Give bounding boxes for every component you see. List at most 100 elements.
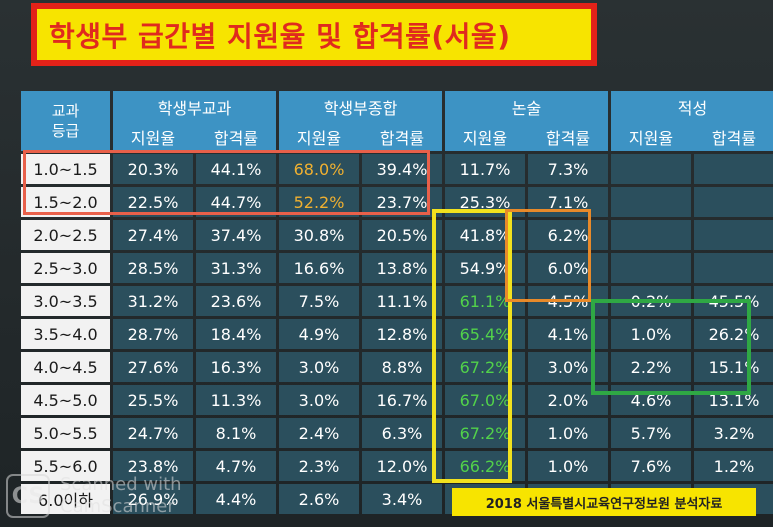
grade-cell: 1.0~1.5 xyxy=(21,154,110,184)
table-cell: 27.4% xyxy=(113,220,193,250)
table-cell: 22.5% xyxy=(113,187,193,217)
table-cell xyxy=(694,253,773,283)
table-cell: 23.8% xyxy=(113,451,193,481)
sub-header-pass: 합격률 xyxy=(528,123,608,151)
table-cell: 4.9% xyxy=(279,319,359,349)
table-cell: 67.2% xyxy=(445,352,525,382)
table-cell: 16.3% xyxy=(196,352,276,382)
table-cell: 28.5% xyxy=(113,253,193,283)
table-cell: 1.0% xyxy=(611,319,691,349)
table-cell: 11.1% xyxy=(362,286,442,316)
table-cell xyxy=(611,187,691,217)
table-cell: 6.2% xyxy=(528,220,608,250)
grade-cell: 2.5~3.0 xyxy=(21,253,110,283)
table-cell: 4.1% xyxy=(528,319,608,349)
table-cell: 11.3% xyxy=(196,385,276,415)
table-cell: 26.9% xyxy=(113,484,193,514)
table-cell: 52.2% xyxy=(279,187,359,217)
table-cell: 2.4% xyxy=(279,418,359,448)
table-cell: 3.0% xyxy=(279,352,359,382)
stats-table: 교과 등급 학생부교과 학생부종합 논술 적성 지원율 합격률 지원율 합격률 … xyxy=(21,91,773,514)
corner-line1: 교과 xyxy=(51,102,80,120)
table-cell: 16.6% xyxy=(279,253,359,283)
table-cell: 15.1% xyxy=(694,352,773,382)
table-cell: 31.2% xyxy=(113,286,193,316)
table-cell: 39.4% xyxy=(362,154,442,184)
table-cell: 11.7% xyxy=(445,154,525,184)
table-cell: 26.2% xyxy=(694,319,773,349)
table-cell: 4.5% xyxy=(528,286,608,316)
table-cell: 7.3% xyxy=(528,154,608,184)
title-banner: 학생부 급간별 지원율 및 합격률(서울) xyxy=(31,3,597,66)
table-cell: 2.6% xyxy=(279,484,359,514)
camscanner-logo-icon: CS xyxy=(6,474,50,518)
table-cell: 28.7% xyxy=(113,319,193,349)
table-cell: 27.6% xyxy=(113,352,193,382)
table-cell: 1.2% xyxy=(694,451,773,481)
table-cell: 2.2% xyxy=(611,352,691,382)
grade-cell: 3.5~4.0 xyxy=(21,319,110,349)
table-cell: 65.4% xyxy=(445,319,525,349)
table-cell xyxy=(611,253,691,283)
sub-header-apply: 지원율 xyxy=(279,123,359,151)
table-cell: 3.4% xyxy=(362,484,442,514)
table-cell: 2.0% xyxy=(528,385,608,415)
scanner-watermark: CS Scanned with CamScanner xyxy=(6,474,182,518)
table-cell: 68.0% xyxy=(279,154,359,184)
grade-cell: 5.0~5.5 xyxy=(21,418,110,448)
table-cell xyxy=(694,154,773,184)
table-cell: 3.2% xyxy=(694,418,773,448)
sub-header-pass: 합격률 xyxy=(196,123,276,151)
grade-cell: 5.5~6.0 xyxy=(21,451,110,481)
table-cell: 0.2% xyxy=(611,286,691,316)
table-cell: 4.7% xyxy=(196,451,276,481)
table-cell: 12.0% xyxy=(362,451,442,481)
corner-line2: 등급 xyxy=(51,122,80,140)
table-cell xyxy=(694,187,773,217)
watermark-line2: CamScanner xyxy=(60,496,175,517)
table-cell: 54.9% xyxy=(445,253,525,283)
table-cell: 20.3% xyxy=(113,154,193,184)
grade-cell: 1.5~2.0 xyxy=(21,187,110,217)
table-cell: 20.5% xyxy=(362,220,442,250)
table-cell: 66.2% xyxy=(445,451,525,481)
table-cell: 61.1% xyxy=(445,286,525,316)
watermark-text: Scanned with CamScanner xyxy=(60,474,182,518)
table-cell: 2.3% xyxy=(279,451,359,481)
table-cell xyxy=(611,154,691,184)
page-title: 학생부 급간별 지원율 및 합격률(서울) xyxy=(49,19,511,53)
grade-cell: 3.0~3.5 xyxy=(21,286,110,316)
table-cell: 4.4% xyxy=(196,484,276,514)
table-cell: 5.7% xyxy=(611,418,691,448)
table-cell: 24.7% xyxy=(113,418,193,448)
grade-cell: 4.5~5.0 xyxy=(21,385,110,415)
table-cell: 7.6% xyxy=(611,451,691,481)
table-cell: 6.3% xyxy=(362,418,442,448)
grade-cell: 2.0~2.5 xyxy=(21,220,110,250)
table-cell: 12.8% xyxy=(362,319,442,349)
table-cell: 6.0% xyxy=(528,253,608,283)
table-cell: 30.8% xyxy=(279,220,359,250)
table-cell: 44.1% xyxy=(196,154,276,184)
table-cell: 45.5% xyxy=(694,286,773,316)
table-cell: 25.5% xyxy=(113,385,193,415)
table-cell: 8.8% xyxy=(362,352,442,382)
table-cell: 1.0% xyxy=(528,451,608,481)
sub-header-apply: 지원율 xyxy=(445,123,525,151)
table-cell: 67.2% xyxy=(445,418,525,448)
table-cell xyxy=(694,220,773,250)
table-cell: 3.0% xyxy=(528,352,608,382)
grade-cell: 6.0이하 xyxy=(21,484,110,514)
table-cell: 13.1% xyxy=(694,385,773,415)
table-cell: 4.6% xyxy=(611,385,691,415)
table-cell: 67.0% xyxy=(445,385,525,415)
sub-header-pass: 합격률 xyxy=(694,123,773,151)
grade-cell: 4.0~4.5 xyxy=(21,352,110,382)
table-cell: 37.4% xyxy=(196,220,276,250)
table-cell: 44.7% xyxy=(196,187,276,217)
table-cell: 23.7% xyxy=(362,187,442,217)
table-cell: 8.1% xyxy=(196,418,276,448)
sub-header-pass: 합격률 xyxy=(362,123,442,151)
watermark-line1: Scanned with xyxy=(60,474,182,495)
